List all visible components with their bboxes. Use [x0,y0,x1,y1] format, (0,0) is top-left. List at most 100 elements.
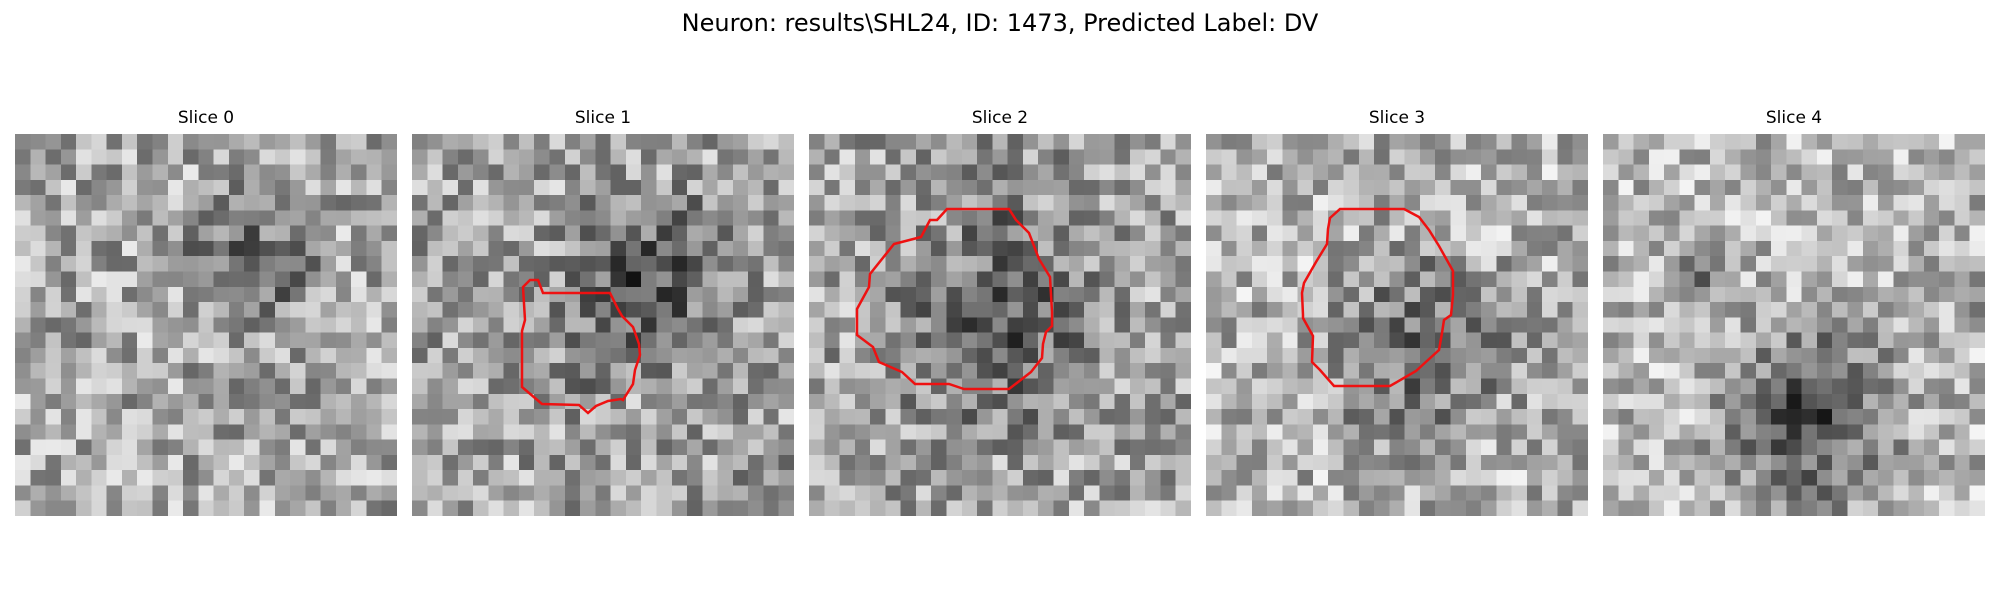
image-pixel [1022,317,1039,334]
image-pixel [1435,332,1452,349]
image-pixel [1557,164,1574,181]
image-pixel [1526,286,1543,303]
image-pixel [274,378,291,395]
image-pixel [1969,409,1985,425]
image-pixel [1939,134,1956,150]
image-pixel [1007,134,1024,150]
image-pixel [1160,149,1177,166]
image-pixel [1481,286,1497,303]
image-pixel [1526,149,1543,166]
image-pixel [259,134,276,150]
image-pixel [885,302,902,318]
image-pixel [870,409,886,425]
image-pixel [1862,470,1879,487]
image-pixel [1389,347,1406,364]
image-pixel [1572,225,1588,242]
image-pixel [1801,347,1818,364]
image-pixel [320,286,337,303]
image-pixel [778,454,794,471]
image-pixel [1801,424,1818,441]
image-pixel [1435,424,1452,441]
image-pixel [1603,454,1619,471]
image-pixel [1664,164,1680,181]
image-pixel [1603,134,1619,150]
image-pixel [1679,179,1696,196]
image-pixel [961,240,978,257]
image-pixel [1328,332,1345,349]
image-pixel [854,409,871,425]
image-pixel [610,256,627,273]
image-pixel [1526,424,1543,441]
image-pixel [1007,500,1024,516]
image-pixel [1939,485,1956,502]
image-pixel [931,195,948,211]
image-pixel [1878,271,1894,288]
image-pixel [518,409,535,425]
image-pixel [1633,317,1650,334]
image-pixel [687,317,703,334]
image-pixel [977,225,993,242]
image-pixel [671,393,688,410]
image-pixel [1618,195,1635,211]
image-pixel [1206,439,1222,456]
image-pixel [1068,210,1085,227]
image-pixel [1511,378,1528,395]
image-pixel [1114,271,1131,288]
image-pixel [1206,332,1222,349]
image-pixel [915,240,932,257]
image-pixel [1282,393,1299,410]
image-pixel [580,286,596,303]
image-pixel [580,363,596,380]
image-pixel [1221,302,1238,318]
image-pixel [106,332,123,349]
image-pixel [244,378,261,395]
image-pixel [412,134,428,150]
image-pixel [351,302,368,318]
image-pixel [351,225,368,242]
image-pixel [1038,195,1055,211]
image-pixel [1221,286,1238,303]
image-pixel [427,225,444,242]
image-pixel [244,470,261,487]
image-pixel [1267,164,1283,181]
image-pixel [702,317,719,334]
image-pixel [488,500,505,516]
pixel-grid [809,134,1191,516]
image-pixel [1740,225,1757,242]
image-pixel [1801,302,1818,318]
image-pixel [137,470,154,487]
image-pixel [1847,134,1864,150]
image-pixel [656,470,673,487]
image-pixel [1664,424,1680,441]
image-pixel [977,378,993,395]
image-pixel [1893,134,1910,150]
image-pixel [412,409,428,425]
image-pixel [1816,149,1833,166]
image-pixel [1832,256,1849,273]
image-pixel [1969,210,1985,227]
image-pixel [1297,164,1314,181]
image-pixel [1084,378,1100,395]
image-pixel [839,149,856,166]
image-pixel [702,179,719,196]
image-pixel [1022,500,1039,516]
image-pixel [1465,271,1482,288]
image-pixel [381,363,397,380]
image-pixel [442,439,459,456]
image-pixel [381,378,397,395]
image-pixel [1175,149,1191,166]
image-pixel [259,363,276,380]
image-pixel [1923,271,1940,288]
image-pixel [977,179,993,196]
image-pixel [1755,240,1772,257]
image-pixel [351,317,368,334]
image-pixel [1633,500,1650,516]
image-pixel [1282,439,1299,456]
image-pixel [106,134,123,150]
image-pixel [1129,409,1146,425]
image-pixel [1374,256,1390,273]
image-pixel [809,179,825,196]
image-pixel [1526,332,1543,349]
image-pixel [1312,149,1329,166]
image-pixel [915,439,932,456]
